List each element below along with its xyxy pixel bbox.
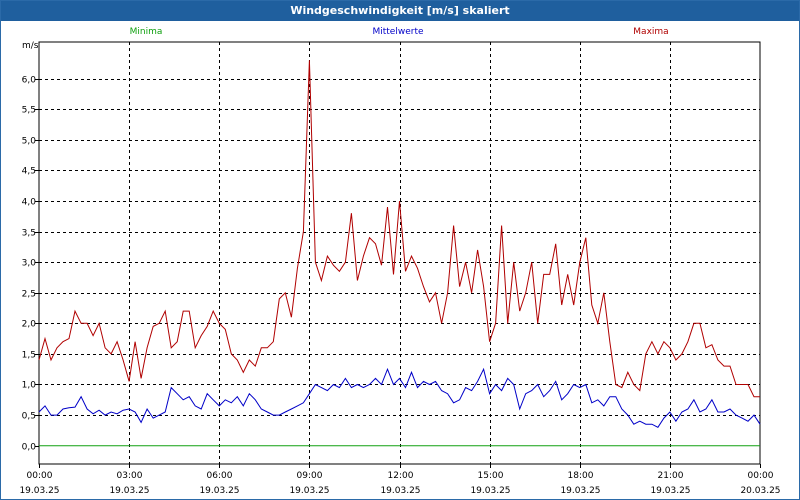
y-tick-label: 4,0 [22, 198, 37, 208]
legend-maxima: Maxima [633, 27, 668, 37]
y-axis-unit-label: m/s [22, 41, 39, 51]
y-tick-label: 4,5 [22, 167, 36, 177]
y-tick-label: 5,5 [22, 106, 36, 116]
y-tick-label: 1,5 [22, 351, 36, 361]
y-axis-ticks: 0,0 0,5 1,0 1,5 2,0 2,5 3,0 3,5 4,0 4,5 5,0 5,5 6,0 [22, 76, 39, 453]
x-tick-label-date: 19.03.25 [650, 486, 690, 496]
x-tick-label-date: 19.03.25 [470, 486, 510, 496]
x-tick-label-date: 19.03.25 [560, 486, 600, 496]
x-tick-label-date: 19.03.25 [289, 486, 329, 496]
x-tick-label-date: 19.03.25 [19, 486, 59, 496]
y-tick-label: 1,0 [22, 381, 37, 391]
x-tick-label-time: 18:00 [568, 471, 594, 481]
window-title: Windgeschwindigkeit [m/s] skaliert [1, 1, 799, 21]
legend-minima: Minima [130, 27, 163, 37]
x-tick-label-time: 09:00 [297, 471, 323, 481]
legend-mittelwerte: Mittelwerte [372, 27, 423, 37]
x-axis-ticks: 00:00 19.03.25 03:00 19.03.25 06:00 19.03.25 0… [19, 464, 781, 496]
x-tick-label-date: 19.03.25 [109, 486, 149, 496]
x-tick-label-date: 19.03.25 [380, 486, 420, 496]
x-tick-label-date: 20.03.25 [740, 486, 780, 496]
y-tick-label: 6,0 [22, 76, 37, 86]
y-tick-label: 5,0 [22, 137, 37, 147]
y-tick-label: 2,5 [22, 290, 36, 300]
y-tick-label: 2,0 [22, 320, 37, 330]
grid [39, 42, 760, 464]
y-tick-label: 0,5 [22, 412, 36, 422]
x-tick-label-time: 06:00 [207, 471, 233, 481]
x-tick-label-time: 12:00 [388, 471, 414, 481]
series-line-mittelwerte [38, 367, 761, 428]
y-tick-label: 3,0 [22, 259, 37, 269]
plot-area [38, 41, 761, 465]
x-tick-label-time: 00:00 [27, 471, 53, 481]
x-tick-label-time: 00:00 [748, 471, 774, 481]
x-tick-label-time: 21:00 [658, 471, 684, 481]
series-line-maxima [38, 60, 760, 398]
y-tick-label: 0,0 [22, 443, 37, 453]
x-tick-label-date: 19.03.25 [199, 486, 239, 496]
x-tick-label-time: 15:00 [478, 471, 504, 481]
y-tick-label: 3,5 [22, 229, 36, 239]
x-tick-label-time: 03:00 [117, 471, 143, 481]
